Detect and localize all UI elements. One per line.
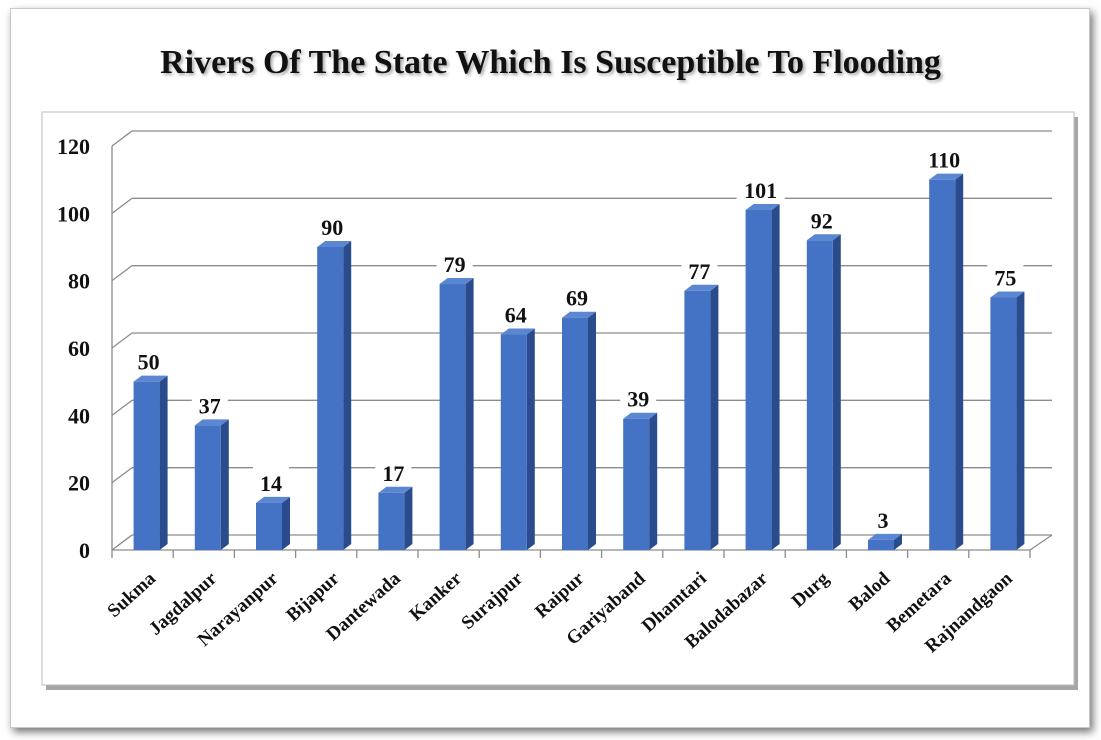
bar-side: [526, 328, 535, 550]
bar: [133, 381, 160, 550]
bar: [562, 317, 588, 550]
bar-side: [1016, 291, 1025, 550]
data-label: 101: [744, 178, 777, 203]
data-label-box: [681, 253, 718, 284]
bar-top: [439, 278, 474, 285]
bar: [317, 247, 344, 550]
bar-side: [894, 533, 902, 550]
data-label-box: [920, 142, 969, 173]
y-tick-label: 40: [68, 403, 90, 428]
bar-top: [745, 203, 780, 210]
data-label: 3: [878, 508, 889, 533]
data-label: 92: [811, 208, 833, 233]
data-label: 37: [199, 393, 221, 418]
bar-side: [465, 278, 474, 550]
data-label: 64: [505, 303, 527, 328]
bar-top: [929, 173, 964, 180]
data-label: 79: [444, 252, 466, 277]
data-label-box: [497, 297, 534, 328]
bar: [990, 297, 1017, 550]
data-label: 75: [994, 266, 1016, 291]
data-label: 14: [260, 471, 282, 496]
data-label-box: [130, 344, 167, 375]
bar: [256, 502, 282, 550]
data-label-box: [375, 455, 412, 486]
bar-side: [343, 241, 352, 550]
gridline-depth: [111, 534, 133, 551]
gridline-depth: [111, 467, 133, 484]
gridline-depth: [111, 332, 133, 349]
data-label: 110: [928, 148, 960, 173]
data-label-box: [803, 203, 840, 234]
chart-title: Rivers Of The State Which Is Susceptible…: [160, 44, 941, 81]
data-label-box: [191, 388, 228, 419]
data-label-box: [871, 502, 895, 533]
bar-top: [500, 328, 535, 335]
data-label: 69: [566, 286, 588, 311]
bar-side: [710, 284, 719, 550]
bar-top: [133, 375, 168, 382]
bar-side: [220, 419, 229, 550]
bar-top: [378, 486, 413, 493]
data-label: 90: [321, 215, 343, 240]
bar-side: [404, 486, 413, 550]
data-label-box: [736, 172, 785, 203]
bar-side: [832, 234, 841, 550]
data-label-box: [436, 247, 473, 278]
bar: [500, 334, 527, 550]
floor-edge: [1029, 534, 1053, 551]
y-tick-label: 120: [57, 134, 90, 159]
bar: [194, 425, 221, 550]
gridline-depth: [111, 399, 133, 416]
bar-top: [256, 496, 290, 503]
gridline-depth: [111, 130, 133, 147]
bar-top: [317, 241, 352, 247]
bar-top: [806, 234, 841, 241]
bar-side: [649, 412, 658, 550]
bar-side: [955, 173, 964, 550]
bar: [684, 290, 711, 550]
data-label: 77: [688, 259, 710, 284]
data-label-box: [987, 260, 1024, 291]
data-label-box: [253, 465, 289, 496]
bar-top: [684, 284, 719, 291]
bar-top: [562, 311, 596, 318]
data-label-box: [620, 381, 657, 412]
bar-side: [771, 203, 780, 550]
data-label: 17: [382, 461, 404, 486]
bar: [623, 418, 650, 550]
gridline-depth: [111, 197, 133, 214]
bar-top: [623, 412, 658, 419]
data-label: 50: [138, 350, 160, 375]
y-tick-label: 100: [57, 201, 90, 226]
bar-side: [588, 311, 596, 550]
data-label: 39: [627, 387, 649, 412]
bar: [439, 284, 466, 550]
bar: [378, 492, 405, 550]
bar: [868, 539, 894, 550]
bar-top: [868, 533, 902, 540]
y-tick-label: 60: [68, 336, 90, 361]
bar: [806, 240, 833, 550]
bar-top: [990, 291, 1025, 298]
data-label-box: [314, 210, 351, 240]
y-tick-label: 0: [79, 538, 90, 563]
bar-side: [159, 375, 168, 550]
data-label-box: [559, 280, 595, 311]
gridline-depth: [111, 265, 133, 282]
y-tick-label: 80: [68, 269, 90, 294]
bar: [745, 209, 772, 550]
bar-side: [282, 496, 290, 550]
y-tick-label: 20: [68, 471, 90, 496]
bar-top: [194, 419, 229, 426]
bar: [929, 179, 956, 550]
